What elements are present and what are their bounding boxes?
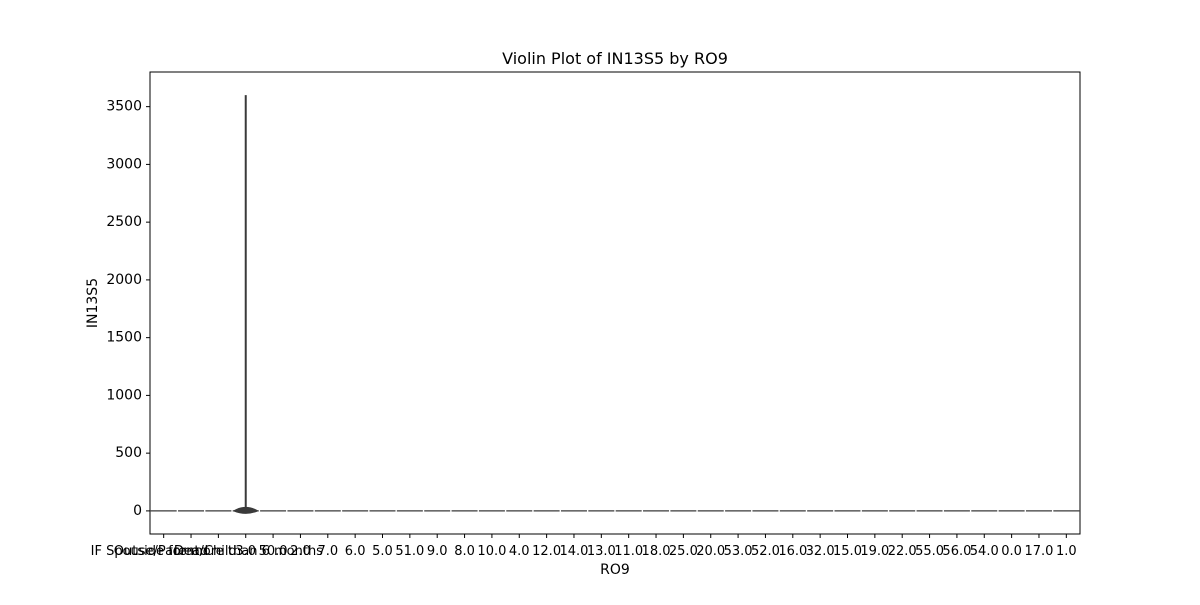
x-tick-label: 11.0 (614, 544, 643, 559)
ticks-layer: 0 500 1000 1500 2000 2500 3000 3500 IF Spouse/Pa… (91, 99, 1077, 559)
x-tick-label: 20.0 (696, 544, 725, 559)
x-tick-label: 52.0 (751, 544, 780, 559)
x-tick-label: 55.0 (915, 544, 944, 559)
x-tick-label: 3.0 (235, 544, 256, 559)
chart-title: Violin Plot of IN13S5 by RO9 (502, 49, 728, 68)
x-tick-label: 4.0 (509, 544, 530, 559)
x-tick-label: Dead (174, 544, 208, 559)
x-tick-label: 25.0 (669, 544, 698, 559)
x-tick-label: 7.0 (317, 544, 338, 559)
violin-body (232, 506, 259, 514)
y-tick-label: 500 (115, 445, 142, 461)
y-tick-label: 1000 (106, 387, 142, 403)
x-tick-label: 53.0 (724, 544, 753, 559)
x-tick-label: 10.0 (477, 544, 506, 559)
x-tick-label: 12.0 (532, 544, 561, 559)
x-tick-label: 1.0 (1056, 544, 1077, 559)
x-tick-label: 15.0 (833, 544, 862, 559)
x-tick-label: 54.0 (970, 544, 999, 559)
x-tick-label: 56.0 (942, 544, 971, 559)
x-tick-label: Outside for more than 6 months (114, 544, 323, 559)
x-tick-label: 0.0 (1001, 544, 1022, 559)
x-tick-label: 50.0 (259, 544, 288, 559)
x-tick-label: 9.0 (427, 544, 448, 559)
x-tick-label: 6.0 (345, 544, 366, 559)
y-tick-label: 3000 (106, 156, 142, 172)
y-tick-label: 3500 (106, 99, 142, 115)
plot-frame (149, 71, 1081, 535)
x-tick-label: 8.0 (454, 544, 475, 559)
x-tick-label: 5.0 (372, 544, 393, 559)
x-tick-label: 2.0 (290, 544, 311, 559)
x-tick-label: 18.0 (642, 544, 671, 559)
y-tick-label: 2500 (106, 214, 142, 230)
x-tick-label: IF Spouse/Parent/Child (91, 544, 237, 559)
axes-layer (149, 71, 1081, 535)
x-tick-label: 16.0 (778, 544, 807, 559)
y-tick-label: 2000 (106, 272, 142, 288)
marks-layer (150, 95, 1080, 514)
x-tick-label: 19.0 (860, 544, 889, 559)
x-tick-label: 32.0 (806, 544, 835, 559)
x-tick-label: 17.0 (1024, 544, 1053, 559)
x-tick-label: 14.0 (559, 544, 588, 559)
y-axis-label: IN13S5 (85, 278, 101, 328)
x-tick-label: 13.0 (587, 544, 616, 559)
y-tick-label: 1500 (106, 330, 142, 346)
x-tick-label: 22.0 (888, 544, 917, 559)
x-tick-label: 51.0 (395, 544, 424, 559)
x-axis-label: RO9 (600, 562, 630, 578)
y-tick-label: 0 (133, 503, 142, 519)
